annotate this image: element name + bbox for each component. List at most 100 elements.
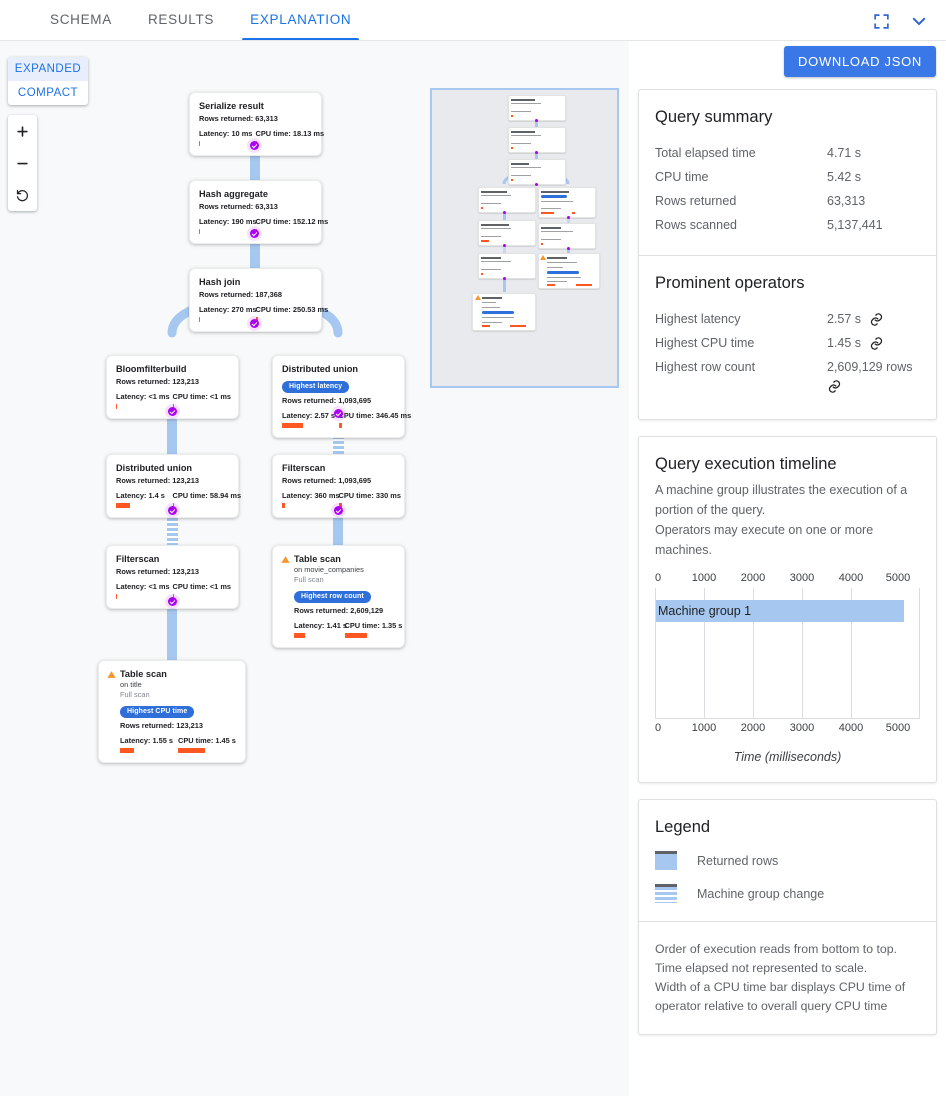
chart-axis-top: 0 1000 2000 3000 4000 5000 xyxy=(655,572,920,588)
graph-node-table-scan-title[interactable]: Table scan on title Full scan Highest CP… xyxy=(98,660,246,763)
connector-dot-serialize xyxy=(250,141,259,150)
node-metrics: Latency: 1.41 s CPU time: 1.35 s xyxy=(294,620,403,638)
minimap-text xyxy=(547,281,567,283)
node-rows-returned: Rows returned: 1,093,695 xyxy=(282,476,372,485)
chart-axis-bottom: 0 1000 2000 3000 4000 5000 xyxy=(655,718,920,734)
minimap-text xyxy=(547,267,563,269)
legend-title: Legend xyxy=(655,818,711,836)
tab-explanation[interactable]: EXPLANATION xyxy=(232,0,369,40)
minimap-node xyxy=(478,187,536,213)
node-title: Filterscan xyxy=(282,463,326,473)
prominent-row: Highest CPU time 1.45 s xyxy=(655,331,920,355)
minimap-connector-dot xyxy=(567,247,570,250)
minimap-connector-dot xyxy=(503,211,506,214)
tab-results[interactable]: RESULTS xyxy=(147,12,215,27)
fullscreen-icon[interactable] xyxy=(866,6,896,36)
machine-group-change-swatch xyxy=(655,884,677,903)
node-rows-returned: Rows returned: 123,213 xyxy=(116,567,199,576)
summary-key: CPU time xyxy=(655,170,709,184)
node-cpu-label: CPU time: 250.53 ms xyxy=(255,305,329,314)
axis-tick-label: 4000 xyxy=(838,722,864,734)
minimap-bar xyxy=(482,325,490,327)
link-icon[interactable] xyxy=(827,379,842,394)
minimap-text xyxy=(541,231,573,233)
node-table-name: on title xyxy=(120,680,142,689)
minimap-bar xyxy=(572,212,575,214)
minimap-edge xyxy=(535,148,538,166)
zoom-out-button[interactable] xyxy=(8,147,37,179)
minimap-text xyxy=(511,99,535,101)
node-cpu-metric: CPU time: 346.45 ms xyxy=(338,411,411,428)
graph-node-distributed-union-1[interactable]: Distributed union Highest latency Rows r… xyxy=(272,355,411,438)
node-latency-label: Latency: 1.55 s xyxy=(120,735,173,745)
axis-tick-label: 3000 xyxy=(789,572,815,584)
chart-bar-machine-group-1[interactable]: Machine group 1 xyxy=(656,600,904,622)
minimap-text xyxy=(541,191,569,193)
node-cpu-label: CPU time: 1.45 s xyxy=(178,735,236,745)
execution-graph-pane[interactable]: EXPANDED COMPACT Serialize re xyxy=(0,41,629,1096)
legend-notes-section: Order of execution reads from bottom to … xyxy=(639,921,936,1034)
node-cpu-metric: CPU time: 1.35 s xyxy=(344,620,403,638)
node-rows-returned: Rows returned: 63,313 xyxy=(199,114,278,123)
minimap-text xyxy=(481,261,511,263)
minimap-text xyxy=(482,317,514,319)
axis-tick-label: 2000 xyxy=(740,722,766,734)
minimap-text xyxy=(511,135,541,137)
minimap-bar xyxy=(541,212,554,214)
prominent-value-wrap: 2.57 s xyxy=(827,307,884,331)
summary-key: Rows scanned xyxy=(655,218,737,232)
graph-node-table-scan-movie-companies[interactable]: Table scan on movie_companies Full scan … xyxy=(272,545,405,648)
mode-compact-button[interactable]: COMPACT xyxy=(17,87,79,99)
node-latency-bar xyxy=(116,594,117,599)
node-title: Distributed union xyxy=(282,364,359,374)
minimap-text xyxy=(482,322,502,324)
connector-dot-hashagg xyxy=(250,229,259,238)
edge-tablescan-title-to-filterscan2 xyxy=(167,600,177,662)
minimap-text xyxy=(511,131,535,133)
minimap-text xyxy=(547,262,577,264)
chart-gridline xyxy=(802,588,803,718)
node-latency-bar xyxy=(199,141,200,146)
link-icon[interactable] xyxy=(869,312,884,327)
minimap-text xyxy=(481,203,501,205)
link-icon[interactable] xyxy=(869,336,884,351)
node-metrics: Latency: 2.57 s CPU time: 346.45 ms xyxy=(282,411,411,428)
download-json-button[interactable]: DOWNLOAD JSON xyxy=(784,46,936,77)
summary-key: Rows returned xyxy=(655,194,737,208)
reset-view-button[interactable] xyxy=(8,179,37,211)
minimap-text xyxy=(482,307,500,309)
node-cpu-bar xyxy=(338,422,342,428)
connector-dot-filterscan1 xyxy=(334,506,343,515)
graph-minimap[interactable] xyxy=(430,88,619,388)
minimap-edge xyxy=(503,206,506,224)
legend-label: Returned rows xyxy=(697,853,779,868)
node-cpu-label: CPU time: 58.94 ms xyxy=(172,491,242,500)
node-title: Hash aggregate xyxy=(199,189,268,199)
node-latency-label: Latency: 270 ms xyxy=(199,305,257,314)
node-latency-label: Latency: <1 ms xyxy=(116,392,170,401)
minimap-connector-dot xyxy=(535,151,538,154)
prominent-value-wrap: 1.45 s xyxy=(827,331,884,355)
query-execution-timeline-card: Query execution timeline A machine group… xyxy=(638,436,937,783)
node-rows-returned: Rows returned: 1,093,695 xyxy=(282,395,372,405)
node-latency-label: Latency: 190 ms xyxy=(199,217,257,226)
tab-schema[interactable]: SCHEMA xyxy=(50,12,112,27)
returned-rows-swatch xyxy=(655,851,677,870)
node-cpu-metric: CPU time: <1 ms xyxy=(172,582,231,599)
chevron-down-icon[interactable] xyxy=(904,6,934,36)
status-badge-highest-cpu-time: Highest CPU time xyxy=(120,706,195,718)
mode-expanded-button[interactable]: EXPANDED xyxy=(8,57,88,81)
minimap-text xyxy=(541,201,573,203)
minimap-connector-dot xyxy=(535,183,538,186)
connector-dot-distunion1 xyxy=(334,409,343,418)
node-title: Hash join xyxy=(199,277,241,287)
minimap-text xyxy=(481,224,509,226)
chart-gridline xyxy=(753,588,754,718)
minimap-text xyxy=(481,191,507,193)
node-cpu-label: CPU time: 1.35 s xyxy=(344,620,403,630)
legend-item-machine-group-change: Machine group change xyxy=(655,884,920,903)
zoom-in-button[interactable] xyxy=(8,115,37,147)
legend-item-returned-rows: Returned rows xyxy=(655,851,920,870)
node-badge-wrap: Highest CPU time xyxy=(120,700,236,719)
minimap-text xyxy=(511,103,541,105)
